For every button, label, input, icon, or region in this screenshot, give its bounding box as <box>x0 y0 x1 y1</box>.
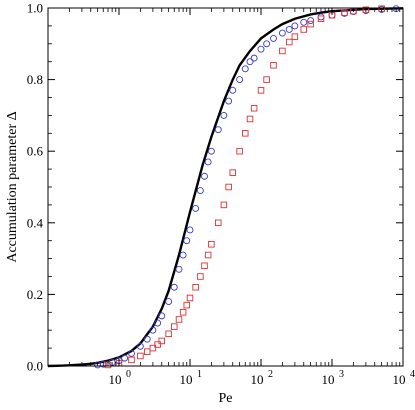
square-point <box>208 241 215 248</box>
circle-point <box>207 147 215 155</box>
square-point <box>279 47 286 55</box>
square-point <box>137 352 144 360</box>
circle-point <box>154 319 162 327</box>
circle-point <box>179 251 187 259</box>
y-tick-label: 1.0 <box>27 1 43 16</box>
square-point <box>246 115 254 123</box>
square-point <box>317 15 325 22</box>
circle-point <box>250 54 258 62</box>
square-point <box>286 38 293 46</box>
square-point <box>270 62 277 69</box>
square-point <box>215 219 222 227</box>
x-tick-label: 10 <box>393 372 406 387</box>
data-layer <box>47 5 404 369</box>
square-point <box>192 283 199 291</box>
y-tick-label: 0.2 <box>27 287 43 302</box>
x-tick-label: 10 <box>322 372 335 387</box>
square-point <box>197 273 204 280</box>
square-point <box>144 348 151 355</box>
circle-point <box>278 29 286 37</box>
x-tick-exponent: 3 <box>339 369 344 380</box>
y-tick-label: 0.4 <box>27 215 44 230</box>
circle-point <box>121 354 129 362</box>
x-tick-exponent: 2 <box>268 369 273 380</box>
x-tick-label: 10 <box>180 372 193 387</box>
square-point <box>220 201 228 209</box>
square-point <box>307 20 314 28</box>
circle-point <box>204 158 212 166</box>
circle-point <box>307 17 315 24</box>
y-tick-label: 0.6 <box>27 144 44 159</box>
square-point <box>241 130 249 137</box>
circle-point <box>285 26 293 33</box>
square-point <box>175 316 183 323</box>
square-point <box>179 309 187 316</box>
circle-point <box>201 172 208 180</box>
square-point <box>257 87 265 94</box>
circle-point <box>128 350 135 357</box>
circle-point <box>196 187 204 195</box>
square-point <box>362 6 370 14</box>
square-point <box>300 26 307 33</box>
circle-point <box>183 237 191 245</box>
y-tick-label: 0.0 <box>27 359 43 374</box>
circle-point <box>158 312 166 320</box>
square-point <box>204 251 212 259</box>
square-point <box>128 356 135 364</box>
circle-point <box>192 205 200 212</box>
circle-point <box>291 22 299 30</box>
x-tick-exponent: 0 <box>126 369 131 380</box>
circle-point <box>257 45 265 53</box>
circle-point <box>214 126 222 134</box>
labels-layer: 10 0 10 1 10 2 10 3 10 4 0.0 0.2 0.4 0.6 0.8 1.0 <box>27 1 415 388</box>
square-point <box>236 147 243 155</box>
circle-point <box>246 58 254 66</box>
x-axis-title: Pe <box>219 391 233 406</box>
circle-point <box>170 283 178 291</box>
circle-point <box>236 76 244 84</box>
x-tick-label: 10 <box>251 372 264 387</box>
circle-point <box>165 298 173 306</box>
circle-point <box>136 342 144 350</box>
ticks-layer <box>48 7 404 367</box>
y-tick-label: 0.8 <box>27 72 43 87</box>
circle-point <box>225 97 233 105</box>
circle-point <box>317 13 325 21</box>
circle-point <box>263 40 271 48</box>
x-tick-exponent: 4 <box>410 369 415 380</box>
square-point <box>225 183 232 191</box>
square-point <box>165 330 172 338</box>
circle-point <box>220 111 228 119</box>
circle-point <box>186 226 194 234</box>
circle-point <box>175 265 183 273</box>
square-point <box>229 169 236 176</box>
square-point <box>250 104 258 112</box>
square-point <box>201 262 208 270</box>
circle-point <box>99 360 107 368</box>
square-point <box>170 323 178 330</box>
square-point <box>183 301 191 309</box>
square-point <box>263 76 270 83</box>
square-point <box>154 341 161 348</box>
square-point <box>149 344 157 352</box>
circle-point <box>229 86 237 94</box>
circle-point <box>270 34 277 42</box>
x-tick-exponent: 1 <box>197 369 202 380</box>
square-point <box>291 33 299 40</box>
x-tick-label: 10 <box>109 372 122 387</box>
y-axis-title: Accumulation parameter Δ <box>5 111 20 262</box>
circle-point <box>149 326 157 334</box>
circle-point <box>300 18 308 26</box>
square-point <box>186 294 194 302</box>
square-point <box>341 9 348 16</box>
square-point <box>158 337 165 345</box>
circle-point <box>143 335 151 343</box>
circle-point <box>241 65 249 73</box>
